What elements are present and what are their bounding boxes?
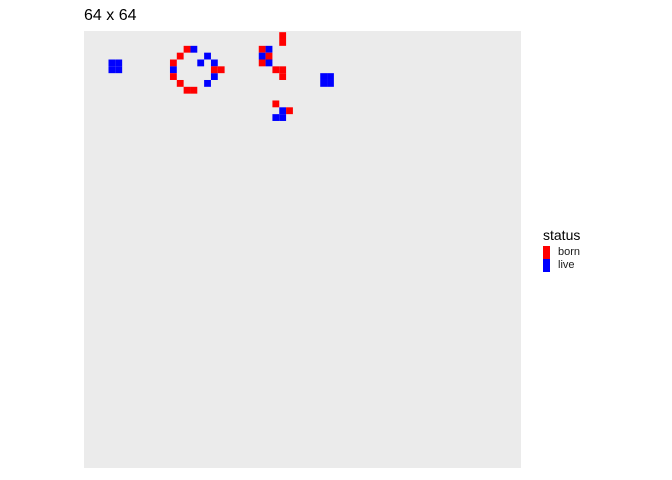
cell-live: [197, 59, 205, 67]
cell-live: [272, 114, 280, 121]
cell-live: [327, 73, 334, 80]
cell-born: [279, 32, 287, 40]
cell-born: [265, 52, 273, 60]
cell-live: [327, 79, 334, 87]
cell-live: [108, 66, 116, 74]
cell-live: [204, 52, 211, 60]
cell-born: [169, 73, 177, 80]
cell-born: [183, 45, 191, 53]
cell-live: [265, 59, 273, 67]
cell-born: [176, 52, 184, 60]
cell-born: [272, 100, 280, 108]
cell-born: [190, 86, 198, 94]
cell-live: [265, 45, 273, 53]
legend: status born live: [543, 226, 580, 272]
cell-born: [258, 45, 266, 53]
cell-live: [258, 52, 266, 60]
legend-key-live: [543, 259, 550, 272]
cell-born: [279, 39, 287, 46]
cell-live: [108, 59, 116, 67]
cell-live: [320, 79, 328, 87]
cell-born: [272, 66, 280, 74]
cell-born: [176, 79, 184, 87]
cell-born: [217, 66, 225, 74]
legend-label-live: live: [558, 259, 575, 271]
cell-born: [279, 73, 287, 80]
legend-item-live: live: [543, 259, 580, 272]
cell-born: [210, 66, 218, 74]
cell-born: [258, 59, 266, 67]
cell-live: [279, 107, 287, 115]
cells-layer: [108, 32, 334, 121]
cell-born: [279, 66, 287, 74]
cell-live: [115, 59, 123, 67]
cell-live: [210, 59, 218, 67]
cell-live: [190, 45, 198, 53]
cell-live: [210, 73, 218, 80]
legend-item-born: born: [543, 246, 580, 259]
legend-label-born: born: [558, 246, 581, 258]
cell-live: [115, 66, 123, 74]
chart-title: 64 x 64: [84, 7, 137, 24]
plot-panel: [84, 31, 521, 468]
cell-live: [169, 66, 177, 74]
cell-live: [320, 73, 328, 80]
legend-title: status: [543, 227, 581, 243]
cell-born: [286, 107, 293, 115]
legend-key-born: [543, 246, 550, 259]
cell-live: [204, 79, 211, 87]
cell-born: [183, 86, 191, 94]
cell-live: [279, 114, 287, 121]
cell-born: [169, 59, 177, 67]
